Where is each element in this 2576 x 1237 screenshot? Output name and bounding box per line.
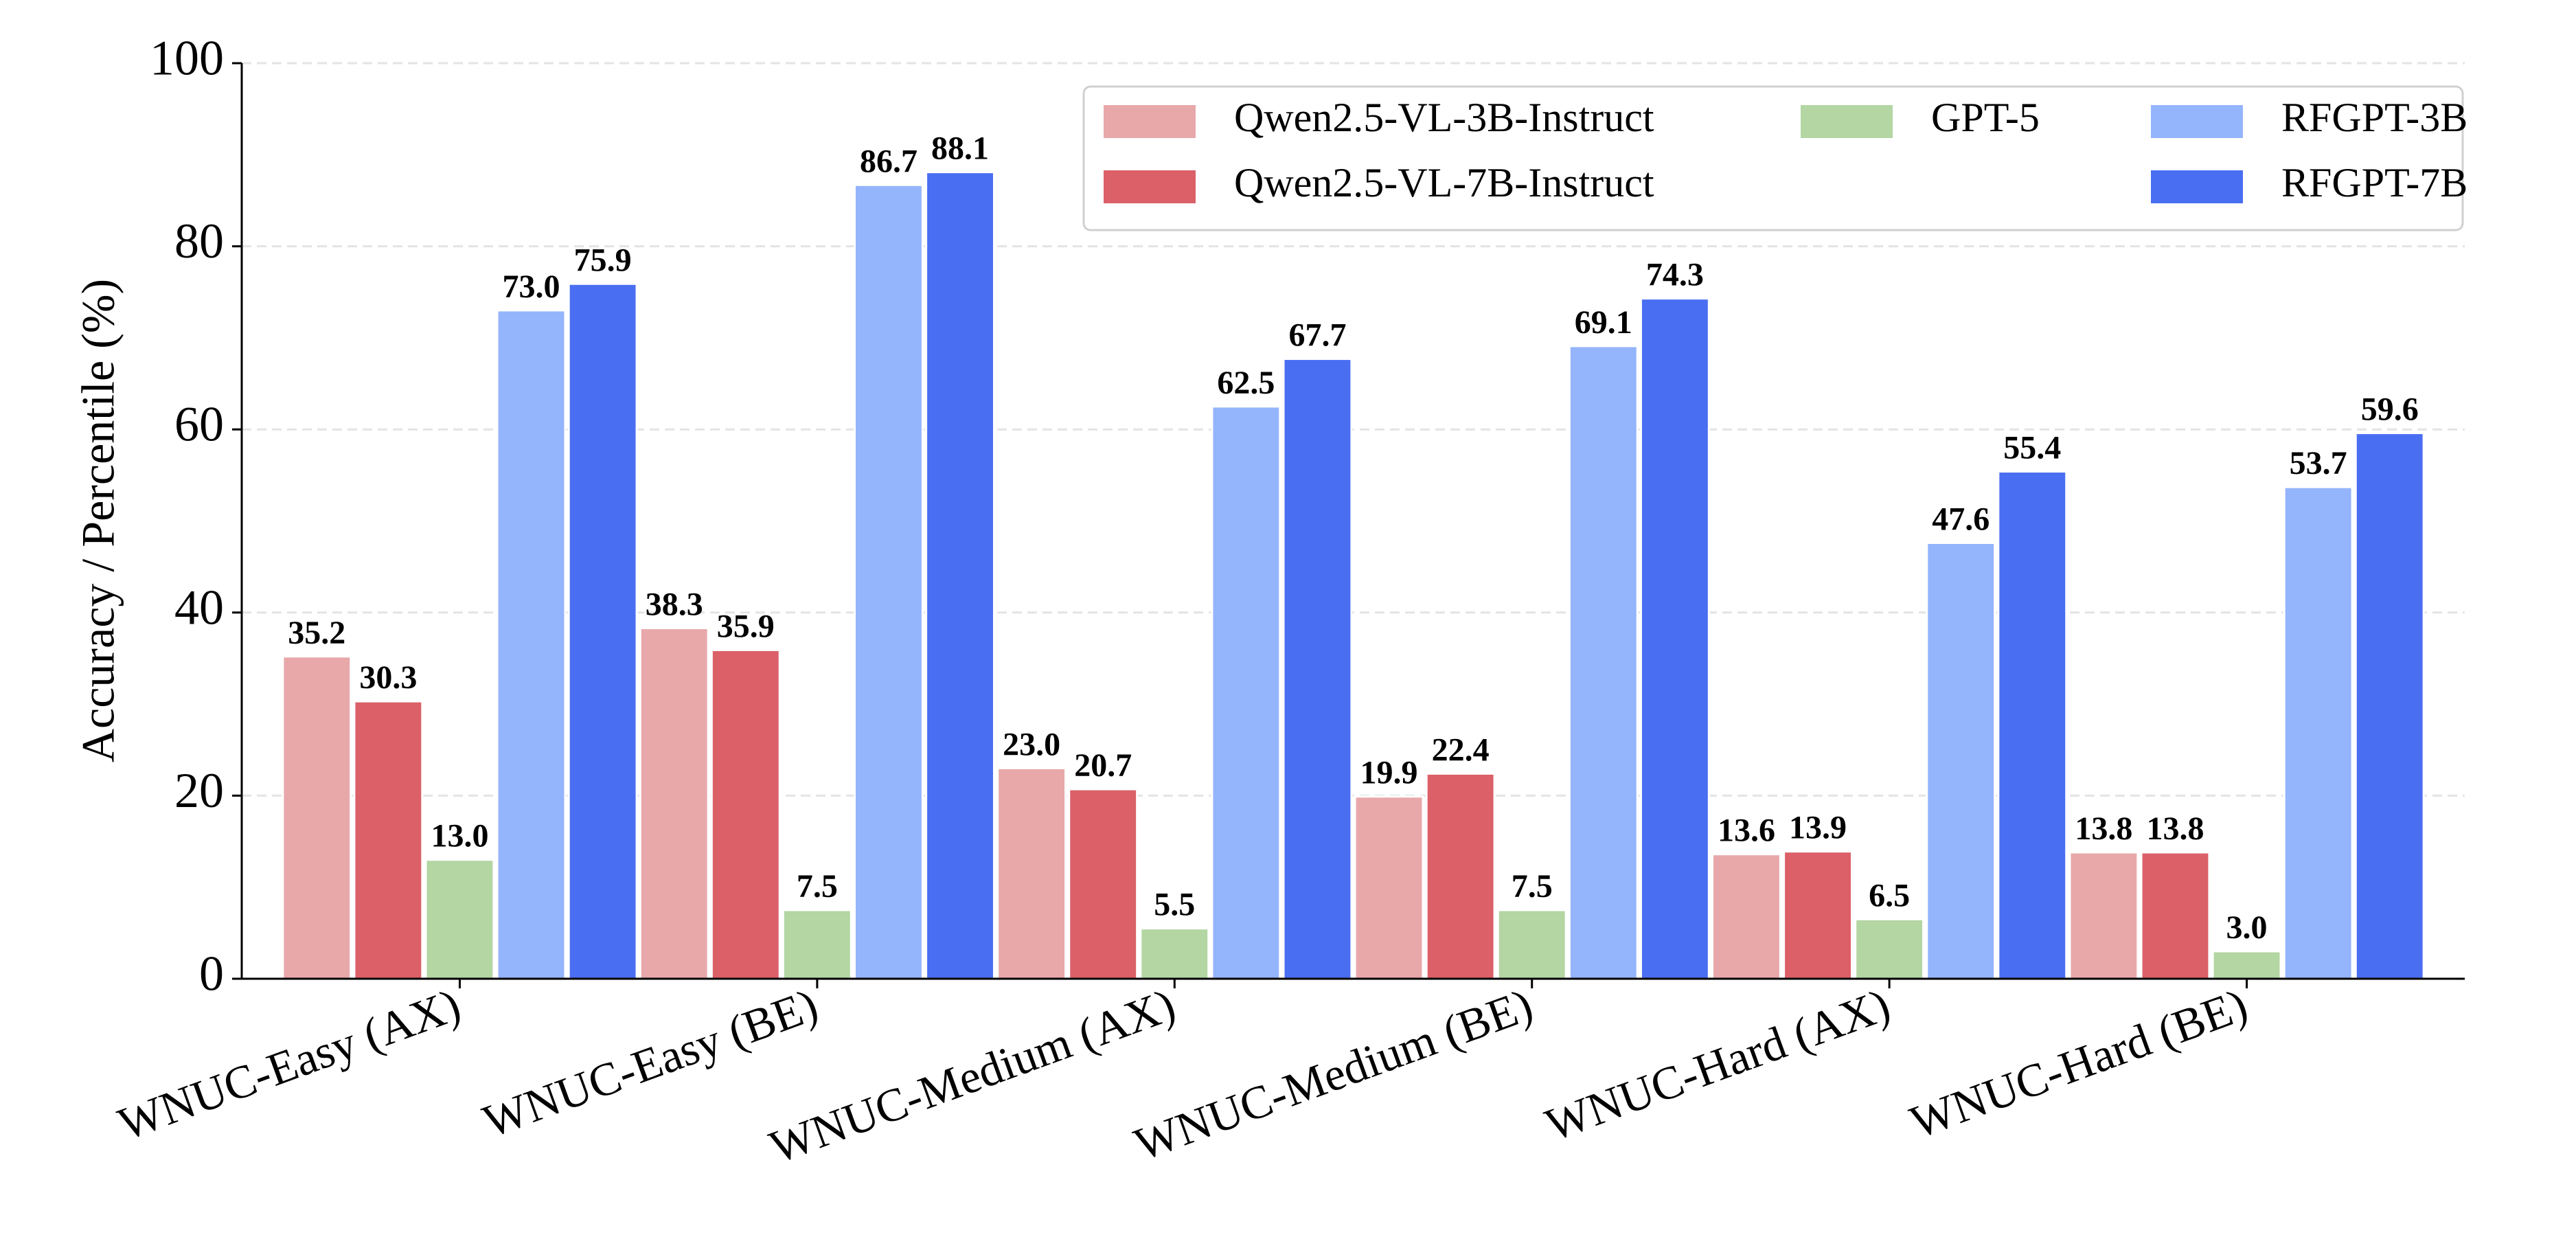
value-label: 30.3: [359, 659, 417, 696]
bar: [282, 655, 352, 980]
legend-swatch: [1801, 105, 1893, 138]
y-tick-label: 100: [150, 31, 224, 86]
value-label: 22.4: [1432, 731, 1490, 768]
bar: [1568, 345, 1639, 980]
bar: [2068, 851, 2139, 980]
bar: [424, 859, 495, 980]
bar: [353, 700, 424, 980]
legend-swatch: [2151, 170, 2243, 203]
bar: [496, 309, 567, 980]
legend-label: GPT-5: [1931, 95, 2040, 140]
value-label: 6.5: [1869, 877, 1910, 913]
x-tick-label: WNUC-Easy (AX): [111, 978, 467, 1150]
bar: [854, 183, 924, 980]
legend-label: Qwen2.5-VL-3B-Instruct: [1234, 95, 1654, 140]
value-label: 75.9: [574, 242, 632, 278]
y-tick-label: 40: [174, 580, 224, 635]
value-label: 38.3: [646, 586, 703, 622]
value-label: 59.6: [2361, 391, 2419, 428]
value-label: 13.6: [1718, 813, 1775, 849]
value-label: 35.9: [717, 608, 775, 644]
bar: [1997, 470, 2068, 980]
value-label: 67.7: [1288, 317, 1346, 354]
legend-label: RFGPT-7B: [2281, 160, 2467, 205]
value-label: 86.7: [860, 143, 917, 179]
value-label: 7.5: [797, 868, 838, 905]
bar: [1139, 927, 1210, 980]
bar: [1496, 909, 1567, 980]
value-label: 35.2: [288, 615, 345, 651]
legend-swatch: [1104, 105, 1196, 138]
bar: [710, 648, 781, 980]
value-label: 53.7: [2290, 445, 2347, 481]
value-label: 13.8: [2075, 810, 2132, 847]
bar: [2354, 432, 2425, 980]
legend-swatch: [1104, 170, 1196, 203]
value-label: 19.9: [1360, 755, 1418, 791]
x-tick-label: WNUC-Medium (AX): [763, 978, 1182, 1173]
value-label: 55.4: [2003, 430, 2061, 466]
value-label: 73.0: [503, 269, 560, 305]
legend-label: Qwen2.5-VL-7B-Instruct: [1234, 160, 1654, 205]
value-label: 88.1: [931, 130, 989, 167]
bar: [925, 171, 995, 980]
x-tick-label: WNUC-Hard (AX): [1539, 978, 1897, 1151]
bar: [2140, 851, 2211, 980]
x-tick-label: WNUC-Medium (BE): [1128, 978, 1539, 1170]
legend-box: [1082, 85, 2464, 231]
value-label: 20.7: [1074, 747, 1132, 784]
bar: [1354, 795, 1424, 980]
y-tick-label: 0: [199, 946, 224, 1001]
value-label: 13.0: [431, 818, 488, 854]
value-label: 47.6: [1932, 501, 1990, 538]
value-label: 69.1: [1575, 304, 1632, 341]
value-label: 7.5: [1512, 868, 1553, 905]
bar: [2211, 950, 2282, 980]
value-label: 13.8: [2146, 810, 2204, 847]
bar: [1711, 853, 1781, 980]
bar: [2283, 486, 2353, 980]
bar: [567, 282, 638, 980]
value-label: 3.0: [2226, 909, 2268, 946]
y-tick-label: 60: [174, 397, 224, 452]
bar: [639, 626, 709, 980]
y-tick-label: 20: [174, 763, 224, 818]
value-label: 13.9: [1789, 810, 1847, 846]
bar: [1211, 405, 1281, 980]
bar: [782, 909, 852, 980]
value-label: 74.3: [1646, 257, 1704, 293]
bar: [1926, 541, 1996, 980]
bar: [1068, 788, 1139, 980]
legend-swatch: [2151, 105, 2243, 138]
bar: [996, 767, 1067, 980]
bar: [1854, 918, 1925, 980]
bar: [1425, 772, 1496, 980]
y-tick-label: 80: [174, 214, 224, 269]
legend-label: RFGPT-3B: [2281, 95, 2467, 140]
bar: [1639, 297, 1710, 980]
bar: [1282, 358, 1353, 980]
value-label: 5.5: [1154, 887, 1195, 923]
x-tick-label: WNUC-Hard (BE): [1904, 978, 2254, 1148]
bar: [1783, 850, 1853, 980]
value-label: 23.0: [1003, 726, 1060, 762]
value-label: 62.5: [1217, 365, 1275, 401]
y-axis-label: Accuracy / Percentile (%): [72, 279, 124, 762]
